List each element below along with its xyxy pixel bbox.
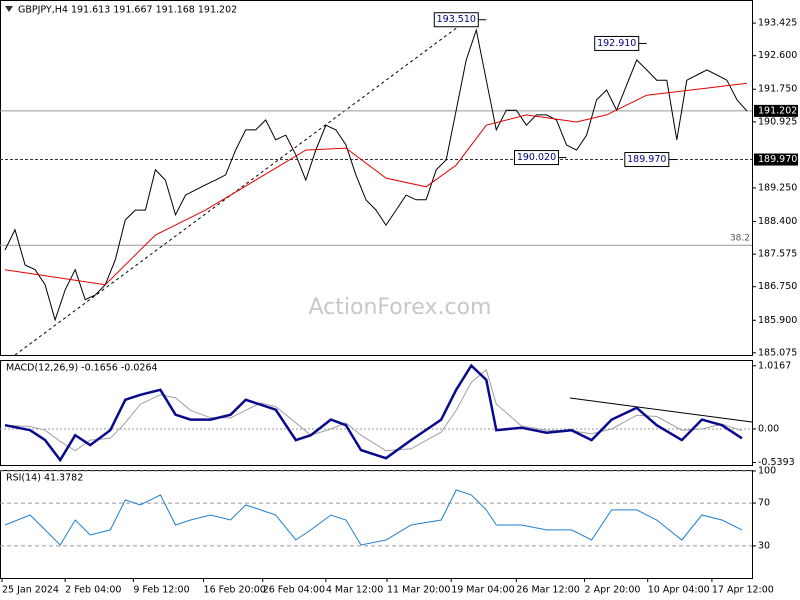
level-marker-label: 191.202 — [758, 105, 797, 116]
x-tick-label: 9 Feb 12:00 — [133, 585, 189, 596]
symbol-icon — [5, 6, 13, 12]
y-tick-label: 70 — [758, 498, 770, 509]
macd-title: MACD(12,26,9) -0.1656 -0.0264 — [6, 363, 158, 374]
watermark: ActionForex.com — [309, 295, 492, 320]
y-tick-label: 190.925 — [758, 116, 797, 127]
level-marker-label: 189.970 — [758, 154, 797, 165]
y-tick-label: 191.750 — [758, 84, 797, 95]
y-tick-label: 1.0167 — [758, 360, 791, 371]
chart-title: GBPJPY,H4 191.613 191.667 191.168 191.20… — [18, 5, 237, 16]
annotation-box — [514, 150, 560, 166]
y-tick-label: 187.575 — [758, 249, 797, 260]
x-tick-label: 19 Mar 04:00 — [451, 585, 514, 596]
x-tick-label: 2 Feb 04:00 — [65, 585, 121, 596]
panel-frame — [0, 0, 753, 356]
x-tick-label: 17 Apr 12:00 — [712, 585, 774, 596]
series-line — [4, 82, 748, 286]
annotation-label: 192.910 — [597, 38, 636, 49]
y-tick-label: 188.400 — [758, 216, 797, 227]
level-label: 38.2 — [730, 234, 750, 244]
rsi-title: RSI(14) 41.3782 — [6, 473, 83, 484]
y-tick-label: 189.250 — [758, 182, 797, 193]
annotation-label: 193.510 — [437, 14, 476, 25]
series-line — [4, 363, 743, 463]
y-tick-label: -0.5393 — [758, 457, 795, 468]
x-tick-label: 11 Mar 20:00 — [387, 585, 450, 596]
x-tick-label: 26 Feb 04:00 — [263, 585, 325, 596]
x-tick-label: 25 Jan 2024 — [2, 585, 59, 596]
x-tick-label: 4 Mar 12:00 — [326, 585, 383, 596]
annotation-box — [594, 35, 640, 51]
y-tick-label: 193.425 — [758, 18, 797, 29]
series-line — [4, 489, 743, 546]
x-tick-label: 10 Apr 04:00 — [648, 585, 710, 596]
annotation-box — [433, 12, 479, 28]
annotation-label: 190.020 — [517, 152, 556, 163]
panel-frame — [0, 360, 753, 466]
annotation-box — [624, 152, 670, 168]
y-tick-label: 192.600 — [758, 50, 797, 61]
level-marker — [754, 104, 798, 117]
panel-frame — [0, 470, 753, 579]
y-tick-label: 185.900 — [758, 315, 797, 326]
x-tick-label: 26 Mar 12:00 — [516, 585, 579, 596]
annotation-label: 189.970 — [627, 154, 666, 165]
y-tick-label: 185.075 — [758, 347, 797, 358]
x-tick-label: 2 Apr 20:00 — [585, 585, 641, 596]
x-tick-label: 16 Feb 20:00 — [204, 585, 266, 596]
level-marker — [754, 153, 798, 166]
trend-line — [14, 17, 471, 356]
macd-trend-line — [569, 397, 753, 423]
series-line — [4, 28, 748, 322]
y-tick-label: 0.00 — [758, 423, 779, 434]
y-tick-label: 30 — [758, 540, 770, 551]
y-tick-label: 186.750 — [758, 281, 797, 292]
y-tick-label: 100 — [758, 465, 776, 476]
